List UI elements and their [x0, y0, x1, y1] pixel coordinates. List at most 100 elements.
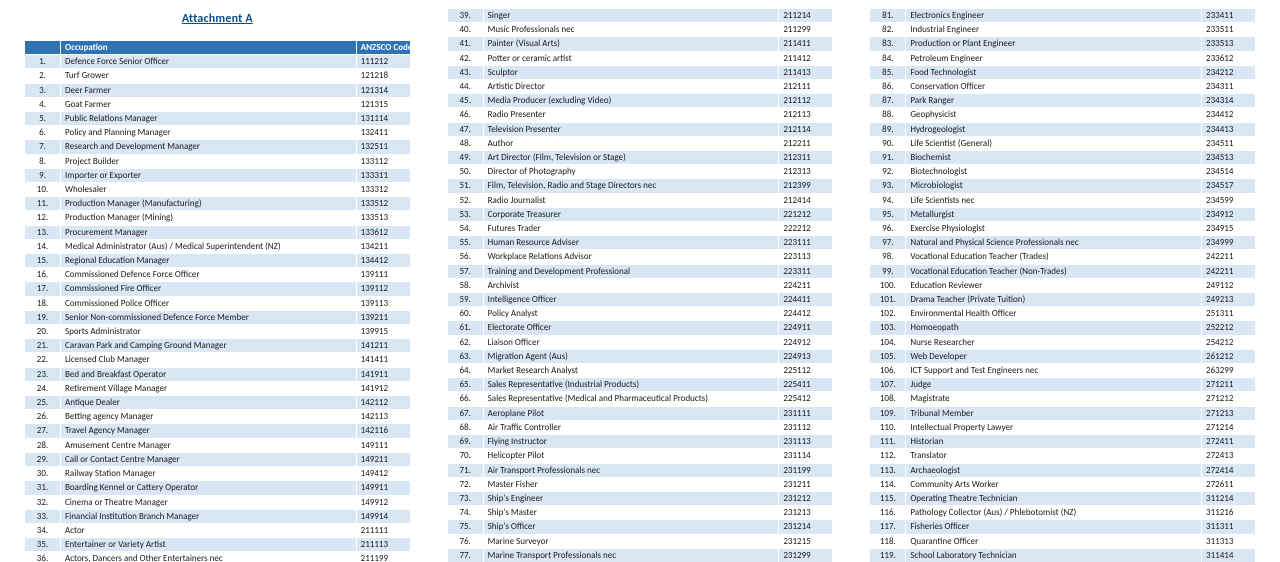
table-row: 82.Industrial Engineer233511: [870, 23, 1256, 37]
row-number: 73.: [447, 491, 483, 505]
row-number: 62.: [447, 335, 483, 349]
table-row: 89.Hydrogeologist234413: [870, 122, 1256, 136]
occupation-cell: Financial Institution Branch Manager: [61, 509, 357, 523]
occupation-cell: Marine Transport Professionals nec: [483, 548, 779, 562]
occupation-cell: Senior Non-commissioned Defence Force Me…: [61, 310, 357, 324]
row-number: 34.: [25, 523, 61, 537]
table-row: 8.Project Builder133112: [25, 154, 411, 168]
table-row: 109.Tribunal Member271213: [870, 406, 1256, 420]
row-number: 40.: [447, 23, 483, 37]
anzsco-code-cell: 211413: [779, 65, 833, 79]
occupation-cell: Regional Education Manager: [61, 254, 357, 268]
occupation-cell: Workplace Relations Advisor: [483, 250, 779, 264]
anzsco-code-cell: 139915: [356, 325, 410, 339]
anzsco-code-cell: 242211: [1202, 250, 1256, 264]
row-number: 92.: [870, 165, 906, 179]
table-row: 2.Turf Grower121218: [25, 69, 411, 83]
table-row: 96.Exercise Physiologist234915: [870, 222, 1256, 236]
anzsco-code-cell: 234314: [1202, 94, 1256, 108]
row-number: 83.: [870, 37, 906, 51]
table-row: 20.Sports Administrator139915: [25, 325, 411, 339]
row-number: 72.: [447, 477, 483, 491]
row-number: 58.: [447, 278, 483, 292]
row-number: 112.: [870, 449, 906, 463]
occupation-cell: Project Builder: [61, 154, 357, 168]
row-number: 90.: [870, 136, 906, 150]
anzsco-code-cell: 149914: [356, 509, 410, 523]
row-number: 10.: [25, 183, 61, 197]
anzsco-code-cell: 211411: [779, 37, 833, 51]
anzsco-code-cell: 233513: [1202, 37, 1256, 51]
table-row: 60.Policy Analyst224412: [447, 307, 833, 321]
row-number: 8.: [25, 154, 61, 168]
anzsco-code-cell: 141411: [356, 353, 410, 367]
occupation-cell: Production Manager (Mining): [61, 211, 357, 225]
table-row: 43.Sculptor211413: [447, 65, 833, 79]
anzsco-code-cell: 234912: [1202, 207, 1256, 221]
anzsco-code-cell: 311214: [1202, 491, 1256, 505]
occupation-cell: Wholesaler: [61, 183, 357, 197]
table-row: 81.Electronics Engineer233411: [870, 9, 1256, 23]
occupation-cell: Licensed Club Manager: [61, 353, 357, 367]
table-row: 30.Railway Station Manager149412: [25, 467, 411, 481]
anzsco-code-cell: 242211: [1202, 264, 1256, 278]
anzsco-code-cell: 212399: [779, 179, 833, 193]
table-row: 106.ICT Support and Test Engineers nec26…: [870, 364, 1256, 378]
anzsco-code-cell: 271214: [1202, 420, 1256, 434]
occupation-cell: Education Reviewer: [906, 278, 1202, 292]
occupation-cell: Turf Grower: [61, 69, 357, 83]
row-number: 87.: [870, 94, 906, 108]
anzsco-code-cell: 234999: [1202, 236, 1256, 250]
anzsco-code-cell: 149111: [356, 438, 410, 452]
anzsco-code-cell: 121315: [356, 97, 410, 111]
table-row: 44.Artistic Director212111: [447, 80, 833, 94]
table-row: 102.Environmental Health Officer251311: [870, 307, 1256, 321]
row-number: 103.: [870, 321, 906, 335]
anzsco-code-cell: 233511: [1202, 23, 1256, 37]
anzsco-code-cell: 311311: [1202, 520, 1256, 534]
anzsco-code-cell: 121314: [356, 83, 410, 97]
occupation-cell: Training and Development Professional: [483, 264, 779, 278]
row-number: 28.: [25, 438, 61, 452]
anzsco-code-cell: 231212: [779, 491, 833, 505]
table-row: 52.Radio Journalist212414: [447, 193, 833, 207]
table-row: 29.Call or Contact Centre Manager149211: [25, 452, 411, 466]
row-number: 55.: [447, 236, 483, 250]
table-row: 15.Regional Education Manager134412: [25, 254, 411, 268]
row-number: 1.: [25, 55, 61, 69]
table-row: 64.Market Research Analyst225112: [447, 364, 833, 378]
table-row: 104.Nurse Researcher254212: [870, 335, 1256, 349]
column-1: Attachment A Occupation ANZSCO Code 1.De…: [24, 8, 411, 562]
row-number: 27.: [25, 424, 61, 438]
table-row: 57.Training and Development Professional…: [447, 264, 833, 278]
table-row: 66.Sales Representative (Medical and Pha…: [447, 392, 833, 406]
table-row: 6.Policy and Planning Manager132411: [25, 126, 411, 140]
row-number: 49.: [447, 151, 483, 165]
occupation-cell: Caravan Park and Camping Ground Manager: [61, 339, 357, 353]
anzsco-code-cell: 224211: [779, 278, 833, 292]
row-number: 56.: [447, 250, 483, 264]
occupation-cell: Sports Administrator: [61, 325, 357, 339]
occupation-cell: Life Scientist (General): [906, 136, 1202, 150]
table-row: 51.Film, Television, Radio and Stage Dir…: [447, 179, 833, 193]
row-number: 6.: [25, 126, 61, 140]
anzsco-code-cell: 231215: [779, 534, 833, 548]
table-row: 36.Actors, Dancers and Other Entertainer…: [25, 552, 411, 562]
anzsco-code-cell: 234514: [1202, 165, 1256, 179]
row-number: 81.: [870, 9, 906, 23]
table-row: 5.Public Relations Manager131114: [25, 112, 411, 126]
anzsco-code-cell: 224412: [779, 307, 833, 321]
anzsco-code-cell: 311414: [1202, 548, 1256, 562]
anzsco-code-cell: 271211: [1202, 378, 1256, 392]
occupation-cell: Actors, Dancers and Other Entertainers n…: [61, 552, 357, 562]
table-row: 50.Director of Photography212313: [447, 165, 833, 179]
occupation-cell: Travel Agency Manager: [61, 424, 357, 438]
table-row: 92.Biotechnologist234514: [870, 165, 1256, 179]
occupations-table-2: 39.Singer21121440.Music Professionals ne…: [447, 8, 834, 562]
occupation-cell: Electronics Engineer: [906, 9, 1202, 23]
occupation-cell: Cinema or Theatre Manager: [61, 495, 357, 509]
anzsco-code-cell: 121218: [356, 69, 410, 83]
anzsco-code-cell: 225112: [779, 364, 833, 378]
row-number: 9.: [25, 168, 61, 182]
row-number: 116.: [870, 506, 906, 520]
